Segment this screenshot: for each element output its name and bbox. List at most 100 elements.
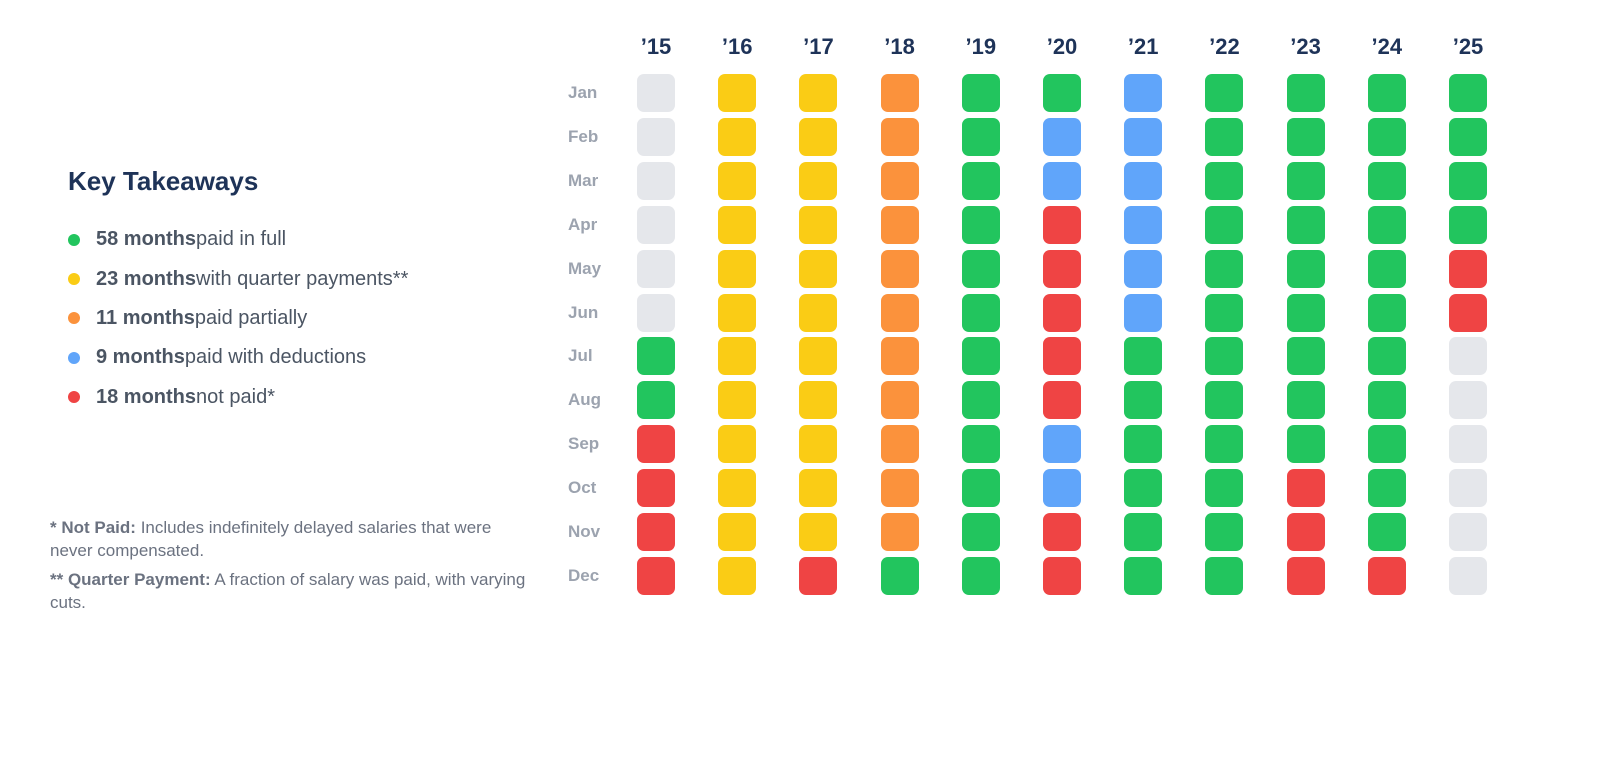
heatmap-cell [799, 337, 838, 376]
heatmap-cell [718, 469, 757, 508]
heatmap-cell [1124, 117, 1163, 156]
takeaway-count: 11 months [96, 306, 195, 329]
heatmap-cell [1286, 556, 1325, 595]
heatmap-cell [1124, 74, 1163, 112]
month-label: Apr [568, 214, 598, 234]
heatmap-cell [718, 249, 757, 288]
year-label: ’25 [1452, 34, 1484, 59]
takeaway-count: 9 months [96, 346, 185, 369]
yellow-dot-icon [68, 273, 80, 286]
heatmap-cell [961, 117, 1000, 156]
heatmap-cell [1449, 205, 1487, 244]
heatmap-cell [1286, 117, 1325, 156]
year-label: ’24 [1371, 34, 1403, 59]
salary-heatmap: ’15 ’16 ’17 ’18 ’19 ’20 ’21 ’22 ’23 ’24 ’25 Jan Feb M… [540, 0, 1600, 757]
heatmap-cell [799, 469, 838, 508]
heatmap-cell [1124, 249, 1163, 288]
key-takeaways-panel: Key Takeaways 58 months paid in full 23 … [0, 0, 540, 757]
heatmap-cell [799, 117, 838, 156]
heatmap-cell [1449, 513, 1487, 551]
heatmap-cell [718, 205, 757, 244]
month-label: Jan [568, 83, 598, 102]
year-label: ’16 [721, 34, 753, 59]
heatmap-cell [637, 205, 675, 244]
year-label: ’18 [884, 34, 915, 59]
heatmap-cell [718, 117, 757, 156]
heatmap-cell [961, 425, 1000, 464]
heatmap-cell [1205, 117, 1244, 156]
heatmap-cell [799, 513, 838, 551]
heatmap-cell [1205, 293, 1244, 332]
heatmap-cell [1449, 161, 1487, 200]
heatmap-cell [1286, 381, 1325, 420]
takeaway-text: paid in full [196, 228, 287, 251]
heatmap-cell [1124, 556, 1163, 595]
heatmap-cell [637, 337, 675, 376]
heatmap-cell [1205, 337, 1244, 376]
heatmap-cell [1286, 74, 1325, 112]
heatmap-cell [1449, 117, 1487, 156]
heatmap-cell [718, 74, 757, 112]
heatmap-cell [1367, 205, 1406, 244]
heatmap-cell [1367, 293, 1406, 332]
heatmap-cell [799, 161, 838, 200]
heatmap-cell [1124, 205, 1163, 244]
heatmap-cell [718, 513, 757, 551]
footnote-label: * Not Paid: [50, 518, 136, 537]
heatmap-cell [637, 513, 675, 551]
month-label: Mar [568, 170, 599, 190]
heatmap-cell [1367, 249, 1406, 288]
heatmap-cell [1449, 74, 1487, 112]
year-label: ’20 [1046, 34, 1078, 59]
year-label: ’23 [1290, 34, 1321, 59]
heatmap-cell [799, 425, 838, 464]
heatmap-cell [1286, 425, 1325, 464]
heatmap-cell [1367, 161, 1406, 200]
takeaway-text: paid partially [194, 306, 308, 329]
footnotes: * Not Paid: Includes indefinitely delaye… [50, 516, 530, 620]
takeaway-count: 58 months [96, 228, 197, 251]
heatmap-cell [1205, 381, 1244, 420]
heatmap-cell [1124, 513, 1163, 551]
heatmap-cell [880, 513, 919, 551]
month-label: May [568, 258, 602, 278]
heatmap-cell [1043, 425, 1081, 464]
year-label: ’21 [1127, 34, 1159, 59]
heatmap-cell [799, 249, 838, 288]
heatmap-cell [1124, 337, 1163, 376]
heatmap-cell [880, 556, 919, 595]
year-label: ’15 [640, 34, 672, 59]
heatmap-cell [799, 205, 838, 244]
heatmap-cell [637, 117, 675, 156]
heatmap-cell [1449, 337, 1487, 376]
heatmap-cell [1449, 556, 1487, 595]
orange-dot-icon [68, 312, 80, 325]
heatmap-cell [1043, 556, 1081, 595]
year-label: ’19 [965, 34, 997, 59]
heatmap-cell [637, 425, 675, 464]
heatmap-cell [1449, 249, 1487, 288]
footnote-label: ** Quarter Payment: [50, 570, 211, 589]
heatmap-cell [637, 293, 675, 332]
month-label: Feb [568, 126, 599, 146]
takeaway-item-quarter: 23 months with quarter payments** [68, 259, 408, 298]
heatmap-cell [1286, 293, 1325, 332]
green-dot-icon [68, 233, 80, 246]
heatmap-cell [1043, 293, 1081, 332]
heatmap-cell [1043, 249, 1081, 288]
heatmap-cell [718, 381, 757, 420]
footnote-text: A fraction of salary was paid, with vary… [50, 570, 526, 612]
heatmap-cell [1124, 425, 1163, 464]
heatmap-cell [718, 556, 757, 595]
heatmap-cell [1449, 381, 1487, 420]
heatmap-cell [1043, 513, 1081, 551]
takeaway-item-full: 58 months paid in full [68, 220, 408, 259]
month-label: Sep [568, 434, 600, 454]
heatmap-cell [1286, 249, 1325, 288]
heatmap-cell [961, 469, 1000, 508]
takeaway-count: 18 months [96, 385, 197, 408]
footnote-not-paid: * Not Paid: Includes indefinitely delaye… [50, 516, 530, 562]
heatmap-cell [961, 161, 1000, 200]
heatmap-cell [637, 469, 675, 508]
heatmap-cell [637, 556, 675, 595]
